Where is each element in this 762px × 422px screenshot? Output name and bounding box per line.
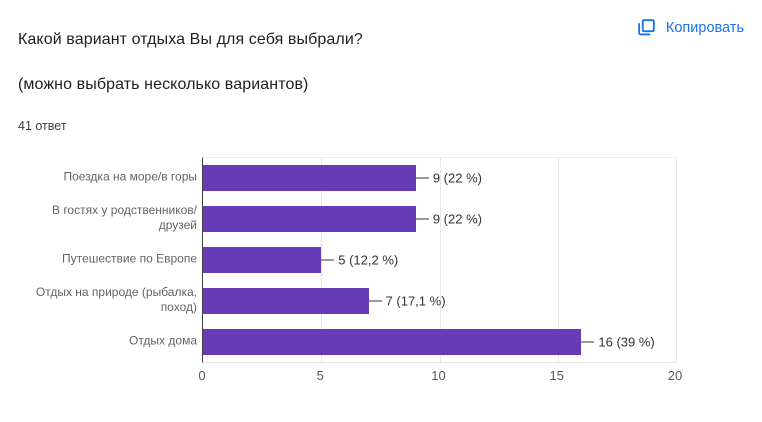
gridline: [676, 158, 677, 362]
value-text: 5 (12,2 %): [338, 252, 399, 268]
x-tick-label: 10: [431, 368, 446, 383]
category-label: В гостях у родственников/ друзей: [51, 203, 197, 233]
gridline: [557, 158, 559, 362]
plot-area: 9 (22 %) 9 (22 %) 5 (12,2 %) 7 (17,1 %) 16 (…: [202, 157, 677, 363]
bar-row: 5 (12,2 %): [203, 240, 676, 281]
x-tick-label: 15: [549, 368, 564, 383]
category-label: Поездка на море/в горы: [63, 169, 197, 184]
question-subtitle: (можно выбрать несколько вариантов): [18, 76, 309, 93]
bar-row: 9 (22 %): [203, 199, 676, 240]
category-label: Путешествие по Европе: [62, 251, 197, 266]
bar-value-label: 9 (22 %): [415, 211, 482, 227]
value-text: 7 (17,1 %): [385, 293, 446, 309]
value-text: 16 (39 %): [598, 334, 655, 350]
category-axis-labels: Поездка на море/в горы В гостях у родстве…: [8, 157, 197, 361]
bar-value-label: 16 (39 %): [581, 334, 655, 350]
x-tick-label: 5: [316, 368, 324, 383]
bar-value-label: 7 (17,1 %): [368, 293, 446, 309]
responses-count: 41 ответ: [18, 119, 67, 133]
copy-button[interactable]: Копировать: [633, 13, 746, 43]
x-tick-label: 0: [198, 368, 206, 383]
bar-value-label: 9 (22 %): [415, 170, 482, 186]
bar: [203, 246, 322, 274]
question-title: Какой вариант отдыха Вы для себя выбрали…: [18, 31, 363, 48]
bar-row: 7 (17,1 %): [203, 280, 676, 321]
value-text: 9 (22 %): [432, 211, 482, 227]
x-tick-label: 20: [667, 368, 683, 383]
bar: [203, 206, 416, 233]
value-callout-line: [415, 218, 429, 220]
category-label: Отдых дома: [129, 333, 197, 348]
value-callout-line: [415, 177, 429, 179]
gridline: [439, 158, 441, 362]
bar-row: 9 (22 %): [203, 158, 676, 199]
bar-value-label: 5 (12,2 %): [321, 252, 398, 267]
copy-icon: [638, 19, 655, 36]
bar-chart: Поездка на море/в горы В гостях у родстве…: [0, 157, 762, 397]
copy-button-label: Копировать: [665, 20, 744, 36]
bar: [203, 165, 416, 192]
value-callout-line: [368, 300, 382, 302]
bar: [203, 287, 369, 314]
x-axis: 0 5 10 15 20: [198, 361, 682, 391]
bar: [203, 328, 582, 355]
category-label: Отдых на природе (рыбалка, поход): [35, 284, 197, 314]
bar-row: 16 (39 %): [203, 321, 676, 362]
value-callout-line: [581, 341, 595, 343]
value-text: 9 (22 %): [432, 170, 482, 186]
value-callout-line: [321, 259, 335, 261]
